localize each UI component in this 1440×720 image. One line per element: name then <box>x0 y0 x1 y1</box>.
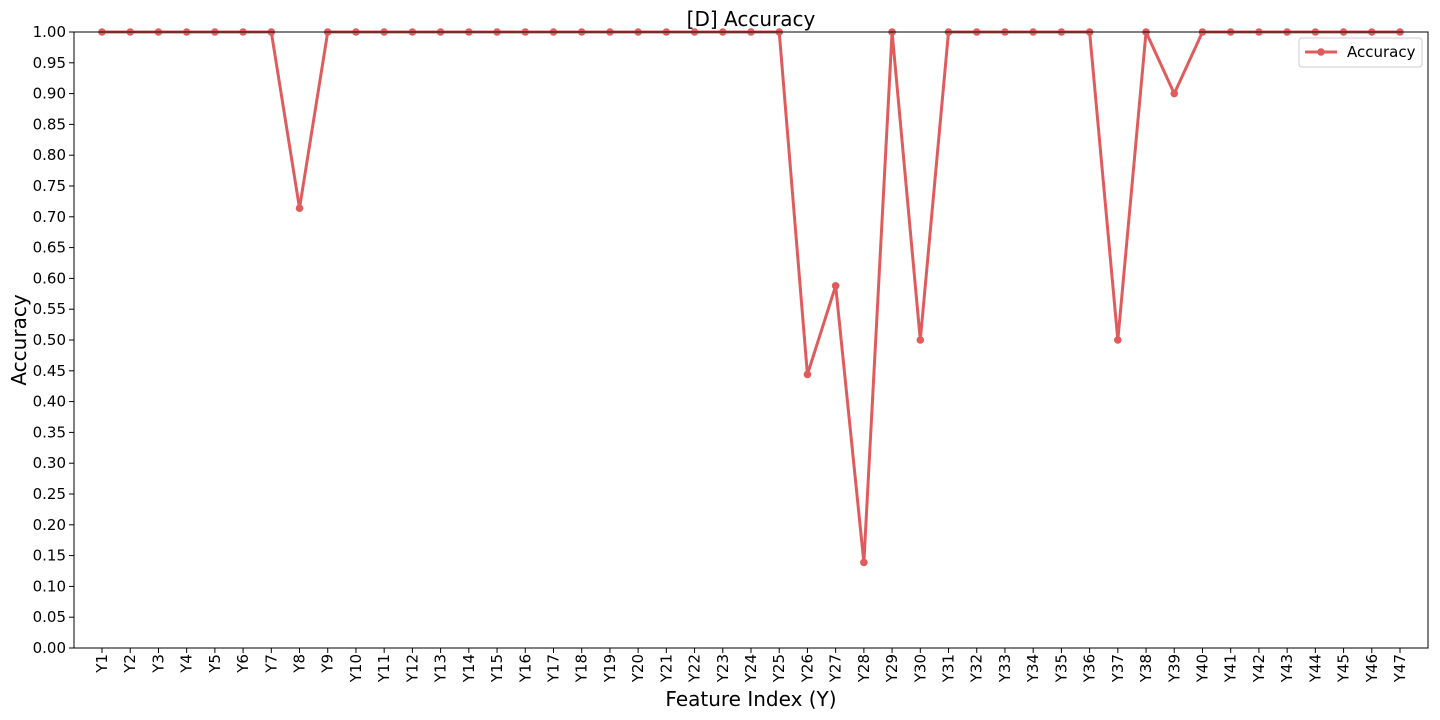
x-tick-label: Y45 <box>1335 654 1353 683</box>
x-tick-label: Y18 <box>573 654 591 683</box>
data-point <box>916 336 925 344</box>
x-tick-label: Y13 <box>432 654 450 683</box>
x-tick-label: Y38 <box>1137 654 1155 683</box>
plot-series <box>98 28 1404 567</box>
x-tick-label: Y5 <box>206 654 224 674</box>
y-tick-label: 0.20 <box>33 516 66 534</box>
y-tick-label: 1.00 <box>33 23 66 41</box>
y-tick-label: 0.40 <box>33 393 66 411</box>
x-tick-label: Y20 <box>629 654 647 683</box>
x-tick-label: Y21 <box>657 654 675 683</box>
legend-box <box>1298 37 1423 68</box>
x-tick-label: Y27 <box>827 654 845 683</box>
x-tick-label: Y10 <box>347 654 365 683</box>
x-tick-label: Y12 <box>403 654 421 683</box>
x-tick-label: Y23 <box>714 654 732 683</box>
x-tick-label: Y32 <box>968 654 986 683</box>
data-point <box>295 204 304 212</box>
x-tick-label: Y15 <box>488 654 506 683</box>
x-tick-label: Y29 <box>883 654 901 683</box>
x-tick-label: Y36 <box>1081 654 1099 683</box>
x-tick-label: Y39 <box>1165 654 1183 683</box>
y-tick-label: 0.10 <box>33 577 66 595</box>
x-tick-label: Y40 <box>1193 654 1211 683</box>
x-tick-label: Y6 <box>234 654 252 674</box>
x-tick-label: Y44 <box>1306 654 1324 683</box>
y-tick-label: 0.80 <box>33 146 66 164</box>
x-tick-label: Y7 <box>262 654 280 674</box>
x-tick-label: Y24 <box>742 654 760 683</box>
y-tick-label: 0.05 <box>33 608 66 626</box>
x-tick-label: Y2 <box>121 654 139 674</box>
y-tick-label: 0.25 <box>33 485 66 503</box>
x-tick-label: Y34 <box>1024 654 1042 683</box>
x-tick-label: Y30 <box>911 654 929 683</box>
x-tick-label: Y37 <box>1109 654 1127 683</box>
x-tick-label: Y19 <box>601 654 619 683</box>
y-tick-label: 0.70 <box>33 208 66 226</box>
legend: Accuracy <box>1298 37 1423 68</box>
y-axis-title: Accuracy <box>7 294 31 385</box>
data-point <box>1170 89 1179 98</box>
x-tick-label: Y41 <box>1222 654 1240 683</box>
x-tick-label: Y42 <box>1250 654 1268 683</box>
x-tick-label: Y33 <box>996 654 1014 683</box>
x-tick-label: Y8 <box>291 654 309 674</box>
x-tick-label: Y22 <box>686 654 704 683</box>
x-tick-label: Y9 <box>319 654 337 674</box>
data-point <box>803 370 812 379</box>
y-tick-label: 0.35 <box>33 423 66 441</box>
legend-marker-swatch <box>1317 48 1325 56</box>
x-tick-label: Y35 <box>1052 654 1070 683</box>
y-tick-label: 0.50 <box>33 331 66 349</box>
y-tick-label: 0.30 <box>33 454 66 472</box>
data-point <box>1114 336 1122 344</box>
x-tick-label: Y26 <box>798 654 816 683</box>
x-tick-label: Y25 <box>770 654 788 683</box>
x-tick-label: Y1 <box>93 654 111 674</box>
data-point <box>860 558 868 567</box>
y-tick-label: 0.00 <box>33 639 66 657</box>
plot-frame <box>73 31 1429 649</box>
x-tick-label: Y28 <box>855 654 873 683</box>
y-tick-label: 0.65 <box>33 239 66 257</box>
x-tick-label: Y17 <box>544 654 562 683</box>
series-line-accuracy <box>100 30 1402 564</box>
chart-title: [D] Accuracy <box>687 7 816 31</box>
x-tick-label: Y14 <box>460 654 478 683</box>
data-point <box>831 281 840 290</box>
y-tick-label: 0.90 <box>33 85 66 103</box>
y-tick-label: 0.85 <box>33 115 66 133</box>
x-tick-label: Y3 <box>149 654 167 674</box>
y-axis-ticks: 0.00 0.05 0.10 0.15 0.20 0.25 0.30 0.35 0.40 0.45… <box>33 23 74 657</box>
x-tick-label: Y31 <box>940 654 958 683</box>
y-tick-label: 0.15 <box>33 547 66 565</box>
x-tick-label: Y4 <box>178 654 196 674</box>
x-tick-label: Y11 <box>375 654 393 683</box>
y-tick-label: 0.75 <box>33 177 66 195</box>
x-axis-title: Feature Index (Y) <box>665 687 836 711</box>
x-tick-label: Y43 <box>1278 654 1296 683</box>
y-tick-label: 0.45 <box>33 362 66 380</box>
x-tick-label: Y16 <box>516 654 534 683</box>
y-tick-label: 0.95 <box>33 54 66 72</box>
y-tick-label: 0.55 <box>33 300 66 318</box>
x-tick-label: Y47 <box>1391 654 1409 683</box>
x-axis-ticks: Y1 Y2 Y3 Y4 Y5 Y6 Y7 Y8 Y9 Y10 Y11 Y12 Y13 Y14 Y15 Y16 Y… <box>93 648 1409 683</box>
x-tick-label: Y46 <box>1363 654 1381 683</box>
y-tick-label: 0.60 <box>33 269 66 287</box>
legend-label-accuracy: Accuracy <box>1347 43 1416 61</box>
